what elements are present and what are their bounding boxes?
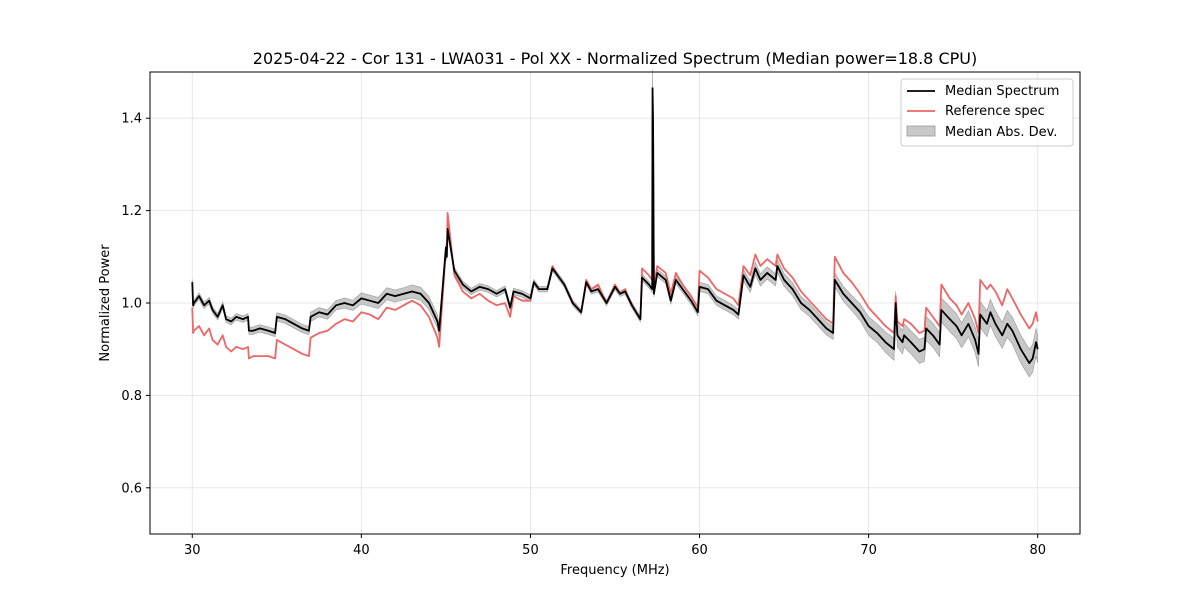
legend-median-label: Median Spectrum: [945, 84, 1059, 99]
x-tick-label: 70: [860, 543, 877, 558]
y-tick-label: 1.2: [121, 204, 142, 219]
chart-title: 2025-04-22 - Cor 131 - LWA031 - Pol XX -…: [253, 49, 977, 68]
legend: Median Spectrum Reference spec Median Ab…: [900, 78, 1074, 147]
y-tick-label: 0.8: [121, 389, 142, 404]
x-tick-label: 30: [184, 543, 201, 558]
legend-reference-label: Reference spec: [945, 104, 1045, 119]
median-spectrum-line: [191, 87, 1039, 364]
y-tick-label: 1.4: [121, 112, 142, 127]
legend-box: [900, 78, 1074, 147]
x-axis-ticks: 30 40 50 60 70 80: [184, 534, 1046, 558]
x-axis-label: Frequency (MHz): [560, 563, 669, 578]
y-axis-label: Normalized Power: [98, 244, 113, 362]
x-tick-label: 40: [353, 543, 370, 558]
y-tick-label: 1.0: [121, 297, 142, 312]
x-tick-label: 50: [522, 543, 539, 558]
legend-mad-label: Median Abs. Dev.: [945, 125, 1057, 140]
x-tick-label: 80: [1029, 543, 1046, 558]
series-lines: [191, 87, 1039, 364]
x-tick-label: 60: [691, 543, 708, 558]
y-axis-ticks: 0.6 0.8 1.0 1.2 1.4: [121, 112, 150, 496]
legend-mad-swatch: [906, 125, 936, 137]
y-tick-label: 0.6: [121, 481, 142, 496]
median-abs-dev-band: [191, 69, 1039, 378]
mad-band: [191, 69, 1039, 378]
